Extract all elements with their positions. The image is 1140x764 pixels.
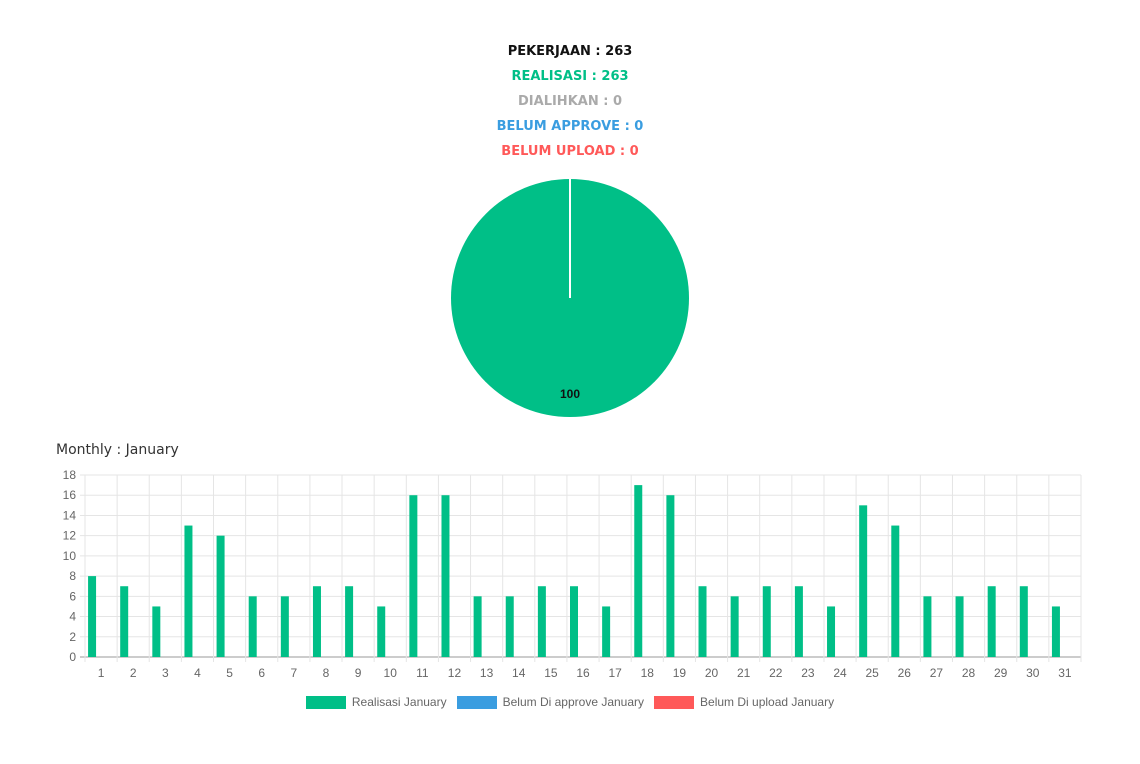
bar[interactable] bbox=[248, 596, 257, 657]
x-tick-label: 4 bbox=[194, 666, 201, 680]
bar[interactable] bbox=[666, 495, 675, 657]
x-tick-label: 23 bbox=[801, 666, 815, 680]
x-tick-label: 7 bbox=[290, 666, 297, 680]
y-tick-label: 12 bbox=[63, 529, 77, 543]
x-tick-label: 27 bbox=[930, 666, 944, 680]
legend-swatch-belum-approve bbox=[456, 695, 497, 709]
y-tick-label: 0 bbox=[69, 650, 76, 664]
bar[interactable] bbox=[859, 505, 868, 657]
x-tick-label: 3 bbox=[162, 666, 169, 680]
x-tick-label: 5 bbox=[226, 666, 233, 680]
bar[interactable] bbox=[762, 586, 771, 657]
pie-chart[interactable]: 100 bbox=[440, 168, 700, 428]
x-tick-label: 17 bbox=[608, 666, 622, 680]
x-tick-label: 16 bbox=[576, 666, 590, 680]
x-tick-label: 12 bbox=[448, 666, 462, 680]
monthly-title: Monthly : January bbox=[56, 442, 179, 458]
chart-legend: Realisasi January Belum Di approve Janua… bbox=[0, 695, 1140, 709]
bar[interactable] bbox=[1019, 586, 1028, 657]
legend-swatch-belum-upload bbox=[654, 695, 695, 709]
x-tick-label: 19 bbox=[673, 666, 687, 680]
legend-item-belum-upload[interactable]: Belum Di upload January bbox=[654, 695, 834, 709]
bar[interactable] bbox=[570, 586, 578, 657]
x-tick-label: 25 bbox=[865, 666, 879, 680]
y-tick-label: 4 bbox=[69, 610, 76, 624]
x-tick-label: 31 bbox=[1058, 666, 1072, 680]
x-tick-label: 1 bbox=[98, 666, 105, 680]
x-tick-label: 11 bbox=[416, 666, 429, 680]
y-tick-label: 6 bbox=[69, 589, 76, 603]
bar[interactable] bbox=[955, 596, 964, 657]
bar[interactable] bbox=[794, 586, 803, 657]
x-tick-label: 14 bbox=[512, 666, 526, 680]
x-tick-label: 2 bbox=[130, 666, 137, 680]
stat-pekerjaan: PEKERJAAN : 263 bbox=[507, 44, 633, 59]
bar[interactable] bbox=[152, 606, 161, 657]
x-tick-label: 9 bbox=[355, 666, 362, 680]
stat-dialihkan: DIALIHKAN : 0 bbox=[518, 94, 622, 109]
bar[interactable] bbox=[120, 586, 129, 657]
legend-label-belum-upload: Belum Di upload January bbox=[700, 695, 835, 709]
bar[interactable] bbox=[730, 596, 739, 657]
y-tick-label: 8 bbox=[69, 569, 76, 583]
pie-data-label: 100 bbox=[560, 387, 580, 401]
x-tick-label: 18 bbox=[641, 666, 655, 680]
bar[interactable] bbox=[1051, 606, 1060, 657]
bar[interactable] bbox=[280, 596, 289, 657]
legend-item-realisasi[interactable]: Realisasi January bbox=[305, 695, 447, 709]
x-tick-label: 24 bbox=[833, 666, 847, 680]
bar[interactable] bbox=[923, 596, 932, 657]
x-tick-label: 21 bbox=[737, 666, 751, 680]
y-tick-label: 10 bbox=[63, 549, 77, 563]
bar[interactable] bbox=[184, 525, 193, 657]
x-tick-label: 6 bbox=[258, 666, 265, 680]
bar[interactable] bbox=[216, 535, 225, 657]
summary-stats: PEKERJAAN : 263 REALISASI : 263 DIALIHKA… bbox=[0, 42, 1140, 167]
y-tick-label: 14 bbox=[63, 508, 77, 522]
bar[interactable] bbox=[891, 525, 900, 657]
x-tick-label: 10 bbox=[384, 666, 398, 680]
y-tick-label: 2 bbox=[69, 630, 76, 644]
y-tick-label: 18 bbox=[63, 468, 77, 482]
bar[interactable] bbox=[312, 586, 321, 657]
x-tick-label: 29 bbox=[994, 666, 1008, 680]
bar[interactable] bbox=[88, 576, 97, 657]
bar[interactable] bbox=[827, 606, 836, 657]
bar[interactable] bbox=[537, 586, 546, 657]
legend-swatch-realisasi bbox=[305, 695, 346, 709]
bar[interactable] bbox=[634, 485, 643, 657]
y-tick-label: 16 bbox=[63, 488, 77, 502]
bar[interactable] bbox=[441, 495, 450, 657]
stat-belum-upload: BELUM UPLOAD : 0 bbox=[501, 144, 639, 159]
x-tick-label: 28 bbox=[962, 666, 976, 680]
bar[interactable] bbox=[602, 606, 611, 657]
stat-realisasi: REALISASI : 263 bbox=[511, 69, 629, 84]
legend-label-realisasi: Realisasi January bbox=[351, 695, 447, 709]
x-tick-label: 26 bbox=[898, 666, 912, 680]
x-tick-label: 30 bbox=[1026, 666, 1040, 680]
bar[interactable] bbox=[987, 586, 996, 657]
bar[interactable] bbox=[473, 596, 482, 657]
bar[interactable] bbox=[345, 586, 354, 657]
bar[interactable] bbox=[698, 586, 707, 657]
stat-belum-approve: BELUM APPROVE : 0 bbox=[496, 119, 644, 134]
bar[interactable] bbox=[505, 596, 514, 657]
x-tick-label: 8 bbox=[323, 666, 330, 680]
bar[interactable] bbox=[377, 606, 386, 657]
legend-label-belum-approve: Belum Di approve January bbox=[502, 695, 645, 709]
x-tick-label: 13 bbox=[480, 666, 494, 680]
x-tick-label: 22 bbox=[769, 666, 783, 680]
x-tick-label: 20 bbox=[705, 666, 719, 680]
legend-item-belum-approve[interactable]: Belum Di approve January bbox=[456, 695, 645, 709]
x-tick-label: 15 bbox=[544, 666, 558, 680]
bar[interactable] bbox=[409, 495, 418, 657]
